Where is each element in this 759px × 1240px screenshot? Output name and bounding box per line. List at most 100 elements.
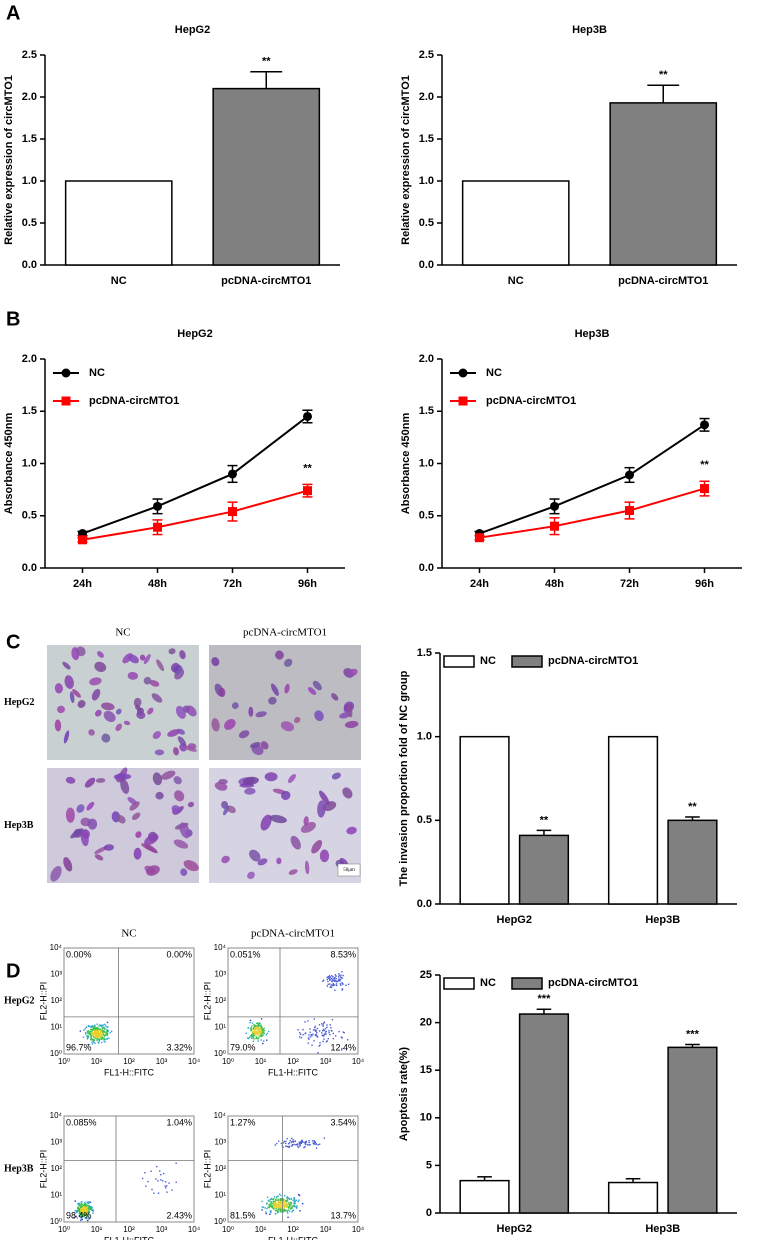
event-dot [322, 1024, 324, 1026]
cell [103, 710, 116, 723]
event-dot [283, 1206, 286, 1208]
event-dot [297, 1193, 300, 1196]
cell [80, 829, 89, 847]
quadrant-percent: 8.53% [330, 949, 356, 959]
event-dot [253, 1034, 255, 1037]
event-dot [78, 1203, 80, 1206]
event-dot [96, 1026, 99, 1029]
event-dot [101, 1034, 104, 1036]
cell [185, 705, 197, 717]
event-dot [259, 1031, 262, 1034]
event-dot [294, 1140, 296, 1142]
event-dot [257, 1024, 259, 1027]
event-dot [86, 1210, 89, 1212]
plot-frame [227, 1115, 359, 1223]
event-dot [90, 1028, 92, 1031]
x-tick-label: 10¹ [255, 1225, 267, 1234]
event-dot [150, 1170, 152, 1172]
event-dot [78, 1212, 81, 1215]
event-dot [337, 976, 340, 978]
cell [255, 711, 267, 718]
event-dot [256, 1032, 259, 1034]
event-dot [280, 1201, 282, 1204]
event-dot [267, 1206, 269, 1208]
event-dot [87, 1212, 89, 1215]
event-dot [289, 1203, 291, 1206]
event-dot [250, 1035, 253, 1037]
event-dot [272, 1201, 274, 1203]
event-dot [78, 1214, 81, 1216]
event-dot [159, 1170, 161, 1172]
event-dot [309, 1143, 311, 1146]
cell [97, 651, 104, 658]
event-dot [249, 1036, 251, 1038]
event-dot [265, 1211, 267, 1213]
event-dot [255, 1030, 258, 1033]
event-dot [160, 1173, 162, 1176]
x-tick-label: 10⁴ [188, 1057, 201, 1066]
cell [147, 707, 154, 715]
event-dot [285, 1202, 287, 1204]
cell [144, 834, 159, 846]
event-dot [340, 1036, 343, 1038]
legend-marker [458, 396, 468, 406]
event-dot [283, 1210, 286, 1212]
panel-label: A [6, 2, 20, 24]
event-dot [269, 1210, 271, 1212]
event-dot [323, 1035, 325, 1037]
event-dot [333, 979, 335, 982]
event-dot [175, 1162, 177, 1164]
event-dot [250, 1027, 252, 1029]
cell [248, 706, 254, 717]
event-dot [277, 1199, 279, 1202]
event-dot [326, 976, 328, 979]
chart-title: HepG2 [175, 24, 210, 36]
event-dot [95, 1027, 98, 1029]
event-dot [341, 970, 343, 973]
event-dot [292, 1199, 294, 1202]
event-dot [74, 1209, 77, 1212]
event-dot [106, 1026, 108, 1028]
scale-bar-label: 50μm [343, 868, 355, 873]
event-dot [87, 1207, 89, 1209]
event-dot [90, 1026, 93, 1028]
quadrant-percent: 0.00% [166, 949, 192, 959]
event-dot [93, 1041, 95, 1044]
legend-label: NC [486, 367, 502, 379]
event-dot [314, 1027, 316, 1029]
event-dot [249, 1019, 252, 1022]
legend-label: pcDNA-circMTO1 [486, 395, 576, 407]
event-dot [81, 1203, 84, 1205]
cell [168, 648, 176, 655]
event-dot [288, 1197, 290, 1200]
event-dot [327, 1037, 329, 1040]
cell [346, 826, 357, 835]
event-dot [251, 1025, 253, 1027]
event-dot [327, 977, 330, 979]
event-dot [249, 1028, 252, 1030]
point [625, 506, 634, 516]
event-dot [103, 1035, 105, 1037]
event-dot [322, 979, 325, 981]
event-dot [101, 1038, 103, 1040]
event-dot [279, 1204, 281, 1206]
event-dot [285, 1203, 288, 1205]
x-tick-label: 10⁴ [352, 1225, 365, 1234]
y-tick-label: 0.0 [419, 259, 434, 271]
y-tick-label: 20 [420, 1017, 432, 1029]
event-dot [326, 985, 329, 987]
event-dot [311, 1044, 313, 1046]
event-dot [75, 1211, 78, 1214]
legend-marker [61, 396, 71, 406]
event-dot [309, 1036, 312, 1038]
event-dot [86, 1211, 88, 1213]
event-dot [299, 1033, 302, 1036]
x-tick-label: 10¹ [91, 1057, 103, 1066]
event-dot [274, 1200, 276, 1202]
event-dot [91, 1028, 93, 1031]
event-dot [318, 1143, 321, 1145]
event-dot [269, 1213, 271, 1215]
event-dot [83, 1215, 85, 1217]
event-dot [81, 1205, 83, 1207]
event-dot [104, 1027, 106, 1030]
